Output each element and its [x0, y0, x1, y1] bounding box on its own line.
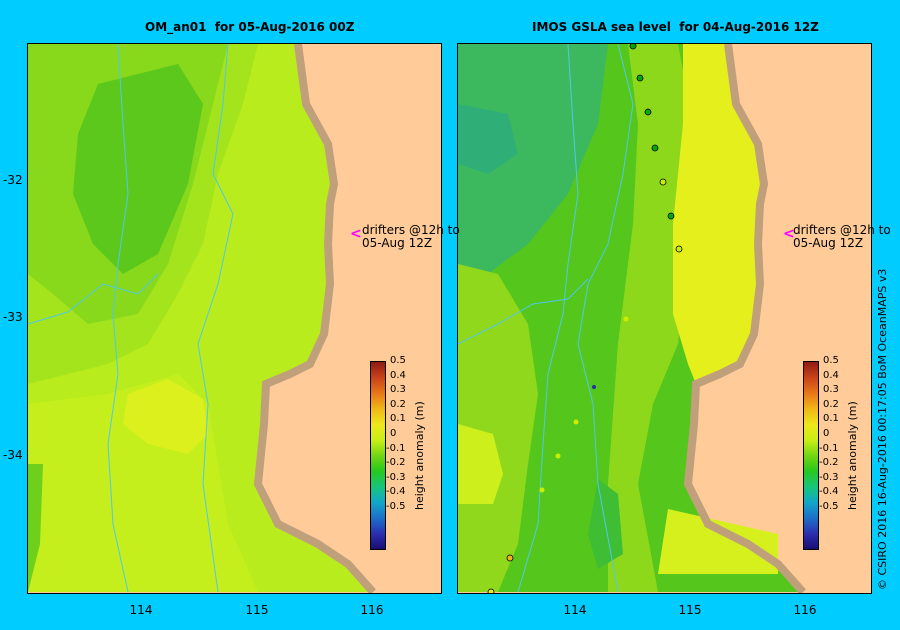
colorbar-tick-label: -0.5 — [819, 501, 839, 512]
left-coastline — [253, 44, 376, 593]
left-panel-title: OM_an01 for 05-Aug-2016 00Z — [145, 20, 355, 34]
colorbar-tick-label: 0.2 — [390, 398, 406, 410]
drifter-marker — [623, 316, 629, 322]
right-drifters — [487, 44, 683, 593]
right-teal-blob — [458, 104, 518, 174]
left-yellow-blob — [123, 379, 208, 454]
drifter-marker — [675, 245, 683, 253]
right-isobath-2 — [577, 44, 634, 593]
left-isobath-3 — [28, 273, 159, 325]
right-west-green — [458, 44, 608, 284]
left-isobath-1 — [107, 44, 129, 593]
lat-tick-label: -33 — [3, 310, 23, 324]
colorbar-tick-label: -0.5 — [386, 501, 406, 512]
drifter-marker — [636, 74, 644, 82]
colorbar-tick-label: 0.1 — [823, 413, 839, 425]
colorbar-tick-label: 0.2 — [823, 398, 839, 410]
lon-tick-label: 114 — [563, 603, 587, 617]
left-drifter-note: drifters @12h to 05-Aug 12Z — [362, 223, 460, 250]
right-band-west — [458, 264, 538, 592]
lon-tick-label: 116 — [793, 603, 817, 617]
left-drifter-arrow: < — [350, 226, 362, 242]
colorbar-tick-label: -0.2 — [386, 457, 406, 469]
colorbar-tick-label: -0.4 — [386, 486, 406, 498]
drifter-marker — [487, 588, 495, 593]
drifter-marker — [592, 385, 596, 389]
drifter-marker — [555, 453, 561, 459]
copyright-notice: © CSIRO 2016 16-Aug-2016 00:17:05 BoM Oc… — [876, 268, 889, 590]
lon-tick-label: 115 — [678, 603, 702, 617]
right-colorbar — [803, 361, 819, 550]
drifter-marker — [506, 554, 514, 562]
drifter-marker — [629, 44, 637, 50]
colorbar-tick-label: 0 — [823, 428, 830, 439]
right-map-svg — [458, 44, 806, 593]
colorbar-tick-label: 0.5 — [390, 355, 406, 366]
right-yellow-west — [458, 424, 503, 504]
right-coastline — [683, 44, 806, 593]
lat-tick-label: -34 — [3, 448, 23, 462]
colorbar-tick-label: -0.3 — [819, 471, 839, 483]
left-map-svg — [28, 44, 376, 593]
colorbar-tick-label: -0.4 — [819, 486, 839, 498]
right-yellow-shelf — [673, 44, 764, 384]
right-drifter-note: drifters @12h to 05-Aug 12Z — [793, 223, 891, 250]
colorbar-tick-label: 0.4 — [823, 369, 839, 381]
right-isobath-3 — [458, 278, 589, 345]
left-sw-green-strip — [28, 464, 43, 592]
right-colorbar-title: height anomaly (m) — [846, 401, 859, 510]
drifter-marker — [539, 487, 545, 493]
drifter-marker — [667, 212, 675, 220]
colorbar-tick-label: 0.3 — [390, 384, 406, 396]
colorbar-tick-label: 0.5 — [823, 355, 839, 366]
colorbar-tick-label: 0.1 — [390, 413, 406, 425]
drifter-marker — [651, 144, 659, 152]
right-south-yellow — [658, 509, 778, 574]
colorbar-tick-label: 0.3 — [823, 384, 839, 396]
lon-tick-label: 114 — [129, 603, 153, 617]
right-panel-title: IMOS GSLA sea level for 04-Aug-2016 12Z — [532, 20, 819, 34]
lon-tick-label: 116 — [360, 603, 384, 617]
left-map-panel — [27, 43, 442, 594]
left-colorbar — [370, 361, 386, 550]
left-isobath-2 — [197, 44, 234, 593]
colorbar-tick-label: 0 — [390, 428, 397, 439]
right-isobath-1 — [517, 44, 579, 593]
colorbar-tick-label: -0.1 — [819, 442, 839, 454]
drifter-marker — [644, 108, 652, 116]
right-map-panel — [457, 43, 872, 594]
lat-tick-label: -32 — [3, 173, 23, 187]
left-colorbar-title: height anomaly (m) — [413, 401, 426, 510]
right-drifter-arrow: < — [783, 226, 795, 242]
right-shelf-green — [608, 44, 693, 592]
drifter-marker — [573, 419, 579, 425]
colorbar-tick-label: -0.1 — [386, 442, 406, 454]
colorbar-tick-label: -0.2 — [819, 457, 839, 469]
colorbar-tick-label: -0.3 — [386, 471, 406, 483]
lon-tick-label: 115 — [245, 603, 269, 617]
colorbar-tick-label: 0.4 — [390, 369, 406, 381]
left-dark-green-zone — [73, 64, 203, 274]
drifter-marker — [659, 178, 667, 186]
